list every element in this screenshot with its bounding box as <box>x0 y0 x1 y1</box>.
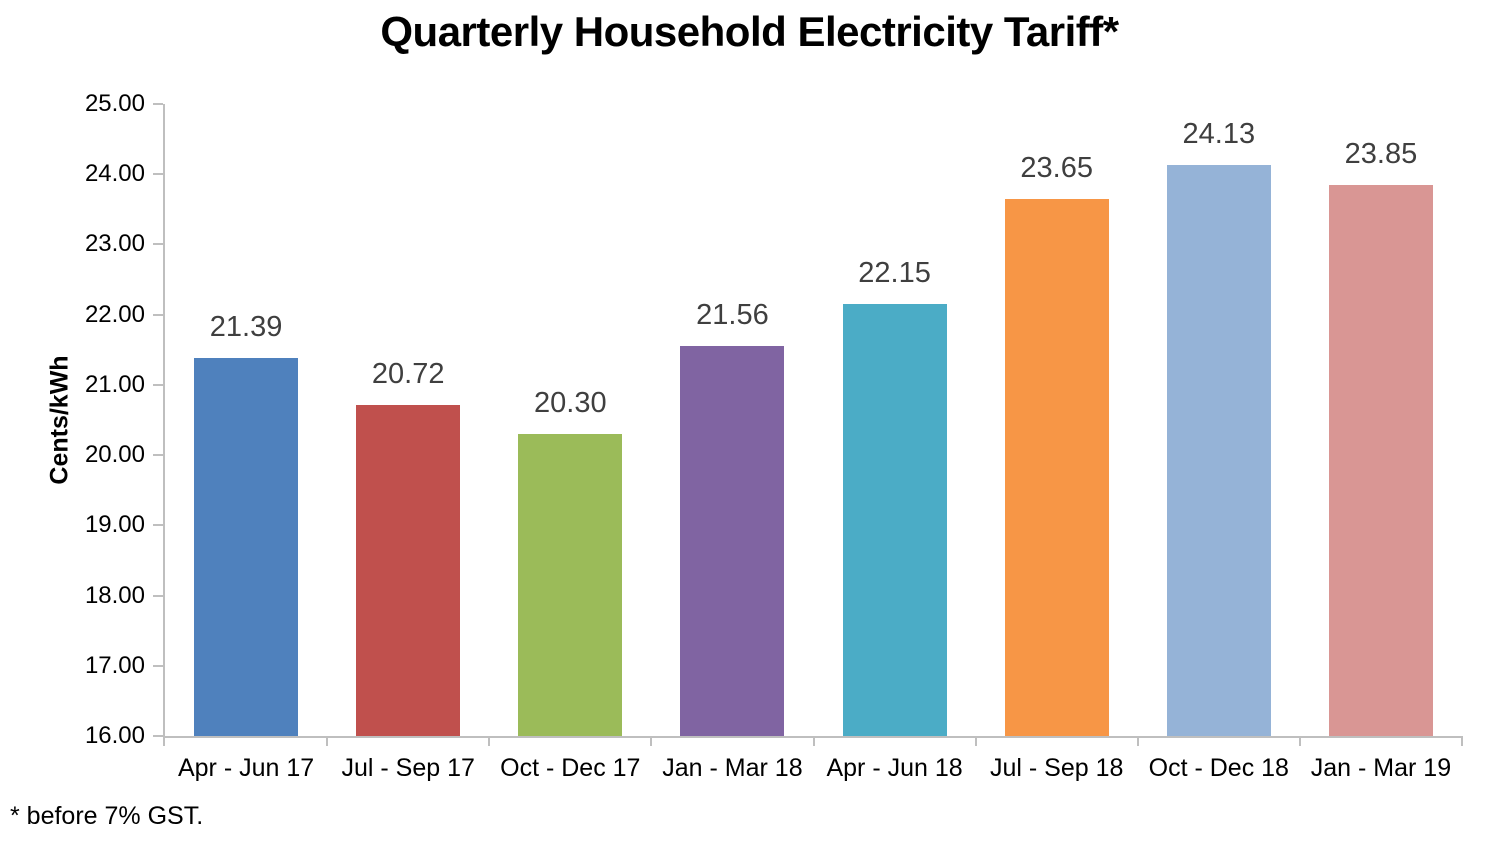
bar-value-label: 22.15 <box>858 257 931 290</box>
x-axis-line <box>163 736 1462 738</box>
footnote: * before 7% GST. <box>10 802 204 830</box>
bar-value-label: 23.65 <box>1020 151 1093 184</box>
y-tick <box>153 524 163 527</box>
y-tick-label: 20.00 <box>84 441 145 469</box>
y-axis-line <box>163 104 165 738</box>
bar <box>680 345 785 736</box>
y-tick-label: 17.00 <box>84 651 145 679</box>
y-tick <box>153 103 163 105</box>
y-tick <box>153 383 163 386</box>
x-category-label: Jan - Mar 19 <box>1310 754 1452 782</box>
y-tick-label: 18.00 <box>84 581 145 609</box>
bar-value-label: 23.85 <box>1344 137 1418 170</box>
plot-area: 16.00 17.00 18.00 19.00 20.00 21.00 22.00 23.00… <box>85 90 1463 782</box>
x-tick <box>1137 736 1139 746</box>
x-tick <box>650 736 652 746</box>
y-tick-label: 21.00 <box>84 370 145 398</box>
x-category-label: Apr - Jun 17 <box>177 754 315 782</box>
bar <box>194 357 299 736</box>
x-tick <box>163 736 165 746</box>
bar-value-label: 20.30 <box>534 387 607 420</box>
y-tick <box>153 664 163 667</box>
x-category-label: Jan - Mar 18 <box>662 754 803 782</box>
y-tick-label: 16.00 <box>84 722 145 749</box>
bar <box>1004 198 1109 736</box>
x-category-label: Jul - Sep 18 <box>989 754 1124 782</box>
x-tick <box>326 736 328 746</box>
x-category-label: Apr - Jun 18 <box>826 754 963 782</box>
x-category-label: Oct - Dec 17 <box>500 754 641 782</box>
y-tick-label: 24.00 <box>84 160 145 188</box>
y-tick <box>153 594 163 597</box>
bar <box>518 434 623 736</box>
y-tick <box>153 243 163 246</box>
bar <box>842 304 947 736</box>
bar <box>1328 184 1433 736</box>
x-tick <box>1299 736 1301 746</box>
bar-value-label: 20.72 <box>371 357 445 390</box>
x-tick <box>975 736 977 746</box>
chart-title: Quarterly Household Electricity Tariff* <box>380 8 1119 55</box>
x-tick <box>488 736 490 746</box>
bar-value-label: 21.39 <box>209 310 283 343</box>
y-tick <box>153 735 163 737</box>
y-tick-label: 22.00 <box>84 300 145 328</box>
y-tick-label: 25.00 <box>84 90 145 117</box>
y-tick <box>153 454 163 457</box>
x-tick <box>813 736 815 746</box>
x-category-label: Jul - Sep 17 <box>341 754 475 782</box>
y-tick <box>153 173 163 176</box>
y-tick <box>153 313 163 316</box>
y-tick-label: 19.00 <box>84 511 145 539</box>
bar-value-label: 24.13 <box>1182 118 1256 151</box>
bar-value-label: 21.56 <box>696 298 769 331</box>
y-tick-label: 23.00 <box>84 230 145 258</box>
x-tick <box>1461 736 1463 746</box>
bar <box>1166 165 1271 736</box>
x-category-label: Oct - Dec 18 <box>1148 754 1289 782</box>
bar <box>356 404 461 736</box>
